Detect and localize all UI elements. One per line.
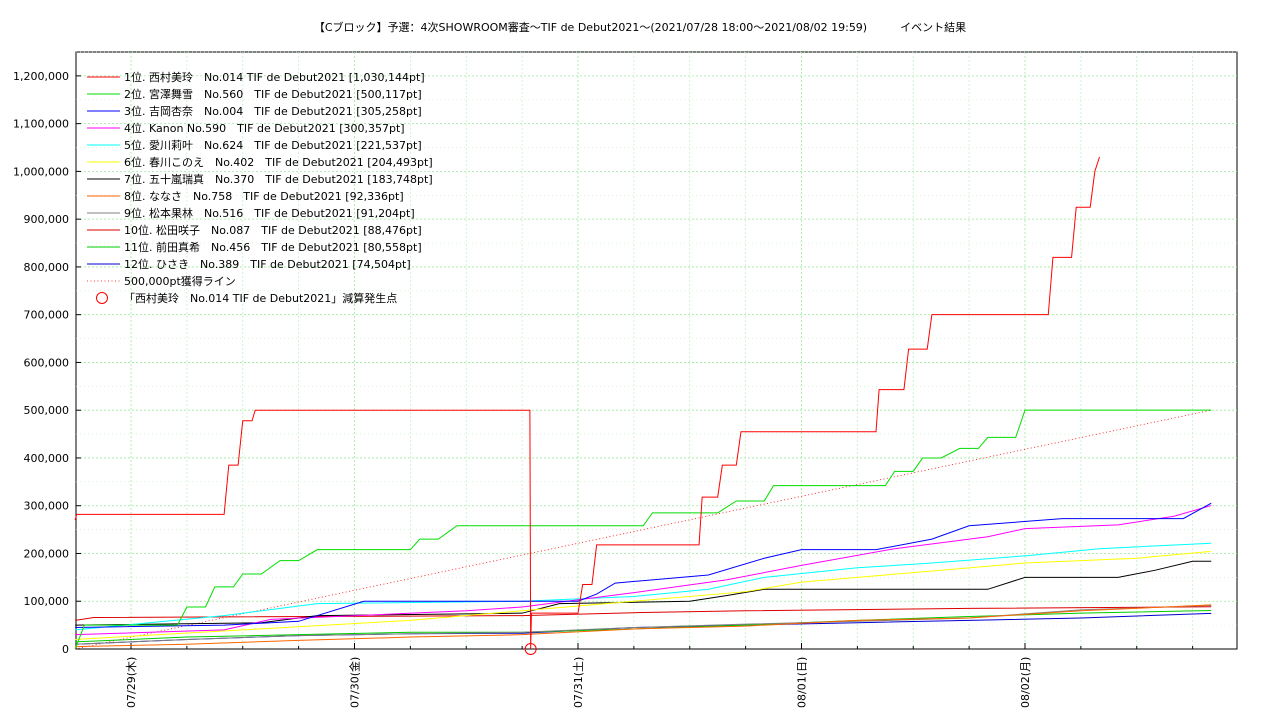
x-tick-label: 07/30(金) xyxy=(348,657,362,708)
series-line xyxy=(75,505,1212,636)
legend-marker xyxy=(96,292,108,304)
subtraction-marker xyxy=(524,643,537,655)
legend-label: 500,000pt獲得ライン xyxy=(124,275,236,288)
legend-label: 11位. 前田真希 No.456 TIF de Debut2021 [80,55… xyxy=(124,240,422,254)
legend-label: 6位. 春川このえ No.402 TIF de Debut2021 [204,4… xyxy=(124,155,433,169)
y-tick-label: 800,000 xyxy=(24,261,70,274)
series-line xyxy=(75,604,1212,648)
legend-label: 「西村美玲 No.014 TIF de Debut2021」減算発生点 xyxy=(124,291,397,305)
series-line xyxy=(75,606,1212,621)
series-line xyxy=(75,560,1212,626)
series-line xyxy=(75,542,1212,631)
y-tick-label: 100,000 xyxy=(24,595,70,608)
legend-label: 4位. Kanon No.590 TIF de Debut2021 [300,3… xyxy=(124,121,405,135)
y-tick-label: 700,000 xyxy=(24,309,70,322)
legend-label: 1位. 西村美玲 No.014 TIF de Debut2021 [1,030,… xyxy=(124,70,425,84)
series-line xyxy=(74,409,1212,650)
legend-label: 12位. ひさき No.389 TIF de Debut2021 [74,504… xyxy=(124,257,411,271)
series-line xyxy=(75,502,1212,629)
legend-label: 8位. ななさ No.758 TIF de Debut2021 [92,336p… xyxy=(124,189,404,203)
x-tick-label: 07/31(土) xyxy=(572,657,585,708)
legend-label: 3位. 吉岡杏奈 No.004 TIF de Debut2021 [305,25… xyxy=(124,104,422,118)
reference-line xyxy=(75,409,1212,650)
series-line xyxy=(74,156,1100,650)
legend-label: 5位. 愛川莉叶 No.624 TIF de Debut2021 [221,53… xyxy=(124,138,422,152)
y-tick-label: 600,000 xyxy=(24,356,70,369)
y-tick-label: 400,000 xyxy=(24,452,70,465)
y-tick-label: 1,100,000 xyxy=(13,118,69,131)
chart-title: 【Cブロック】予選：4次SHOWROOM審査〜TIF de Debut2021〜… xyxy=(313,21,967,34)
legend-label: 2位. 宮澤舞雪 No.560 TIF de Debut2021 [500,11… xyxy=(124,87,422,101)
x-tick-label: 07/29(木) xyxy=(125,657,138,708)
y-tick-label: 300,000 xyxy=(24,500,70,513)
y-tick-label: 0 xyxy=(62,643,69,656)
series-line xyxy=(75,550,1212,640)
legend-label: 7位. 五十嵐瑞真 No.370 TIF de Debut2021 [183,7… xyxy=(124,172,433,186)
y-tick-label: 1,200,000 xyxy=(13,70,69,83)
y-tick-label: 200,000 xyxy=(24,547,70,560)
y-tick-label: 1,000,000 xyxy=(13,165,69,178)
x-tick-label: 08/02(月) xyxy=(1019,657,1032,708)
y-tick-label: 500,000 xyxy=(24,404,70,417)
y-tick-label: 900,000 xyxy=(24,213,70,226)
x-tick-label: 08/01(日) xyxy=(796,657,809,708)
legend-label: 10位. 松田咲子 No.087 TIF de Debut2021 [88,47… xyxy=(124,223,422,237)
legend-label: 9位. 松本果林 No.516 TIF de Debut2021 [91,204… xyxy=(124,206,415,220)
